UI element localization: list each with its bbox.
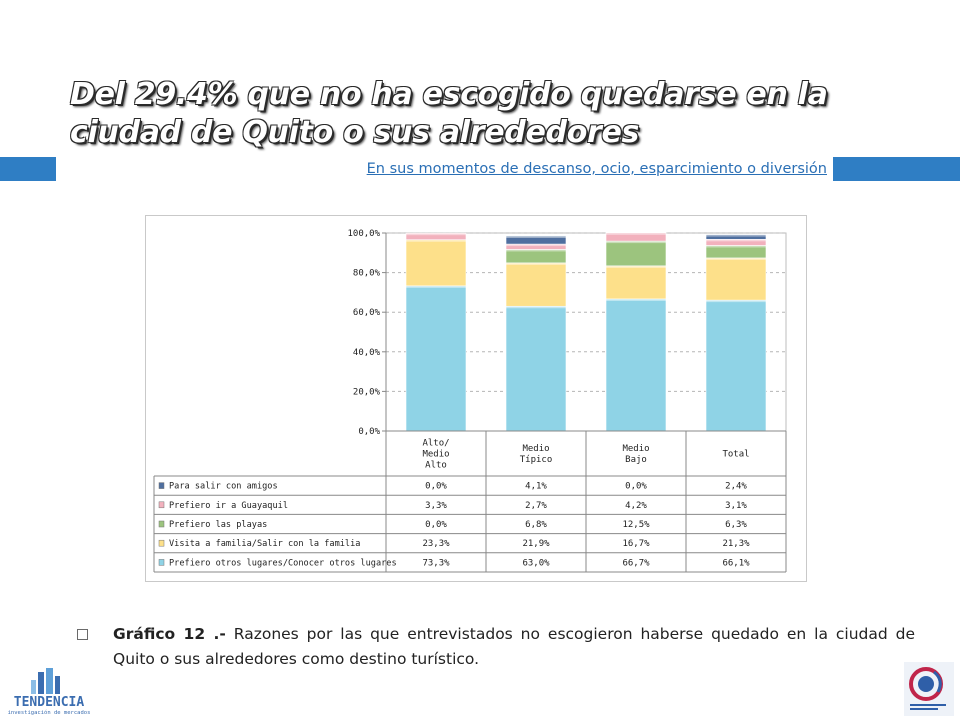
bar-segment <box>605 298 667 432</box>
data-label: 23,3% <box>422 539 450 549</box>
y-tick-label: 100,0% <box>347 229 380 239</box>
data-label: 3,1% <box>725 501 747 511</box>
bar-segment <box>505 262 567 307</box>
data-label: 6,3% <box>725 520 747 530</box>
data-label: 3,3% <box>425 501 447 511</box>
bar-highlight <box>406 285 466 288</box>
figure-caption: Gráfico 12 .- Razones por las que entrev… <box>75 622 915 672</box>
data-label: 0,0% <box>425 482 447 492</box>
category-label: Bajo <box>625 455 647 465</box>
data-label: 6,8% <box>525 520 547 530</box>
y-tick-label: 20,0% <box>353 387 381 397</box>
legend-label: Visita a familia/Salir con la familia <box>169 539 360 549</box>
chart-frame: 0,0% 20,0% 40,0% 60,0% 80,0% 100,0% Alto/Medi… <box>145 215 807 582</box>
data-label: 2,4% <box>725 482 747 492</box>
bar-highlight <box>706 239 766 242</box>
legend-label: Prefiero ir a Guayaquil <box>169 501 288 511</box>
bar-highlight <box>706 300 766 303</box>
data-label: 0,0% <box>425 520 447 530</box>
accent-bar-left <box>0 157 56 181</box>
data-label: 16,7% <box>622 539 650 549</box>
stacked-bar-chart: 0,0% 20,0% 40,0% 60,0% 80,0% 100,0% Alto/Medi… <box>153 229 787 573</box>
y-tick-label: 60,0% <box>353 308 381 318</box>
data-label: 2,7% <box>525 501 547 511</box>
category-label: Medio <box>522 444 549 454</box>
bar-segment <box>405 239 467 287</box>
y-tick-label: 80,0% <box>353 269 381 279</box>
bar-segment <box>505 235 567 245</box>
data-label: 73,3% <box>422 558 450 568</box>
bar-highlight <box>606 298 666 301</box>
category-label: Alto/ <box>422 439 449 449</box>
y-tick-label: 40,0% <box>353 348 381 358</box>
category-label: Típico <box>520 455 553 465</box>
y-tick-label: 0,0% <box>358 427 380 437</box>
tendencia-logo: TENDENCIA investigación de mercados <box>4 668 94 718</box>
logo-subtext: investigación de mercados <box>8 709 91 716</box>
bar-segment <box>605 240 667 267</box>
data-label: 4,2% <box>625 501 647 511</box>
data-label: 0,0% <box>625 482 647 492</box>
data-label: 21,3% <box>722 539 750 549</box>
bullet-icon <box>77 629 88 640</box>
bar-segment <box>505 249 567 264</box>
bar-highlight <box>706 245 766 248</box>
category-label: Alto <box>425 461 447 471</box>
bar-segment <box>405 232 467 241</box>
bar-highlight <box>506 249 566 252</box>
bar-segment <box>705 234 767 240</box>
caption-text: Razones por las que entrevistados no esc… <box>113 625 915 668</box>
bar-segment <box>605 232 667 242</box>
bar-segment <box>505 305 567 432</box>
data-label: 66,7% <box>622 558 650 568</box>
slide-title: Del 29.4% que no ha escogido quedarse en… <box>70 77 828 150</box>
legend-swatch <box>158 501 165 509</box>
legend-label: Prefiero otros lugares/Conocer otros lug… <box>169 558 397 568</box>
slide-subtitle: En sus momentos de descanso, ocio, espar… <box>63 157 833 181</box>
category-label: Medio <box>622 444 649 454</box>
bar-highlight <box>506 262 566 265</box>
bar-segment <box>405 285 467 432</box>
bar-highlight <box>706 257 766 260</box>
caption-label: Gráfico 12 .- <box>113 625 226 643</box>
bar-highlight <box>406 233 466 236</box>
legend-swatch <box>158 520 165 528</box>
bar-segment <box>705 299 767 432</box>
logo-text: TENDENCIA <box>14 695 85 710</box>
data-label: 4,1% <box>525 482 547 492</box>
data-label: 66,1% <box>722 558 750 568</box>
bar-highlight <box>706 234 766 237</box>
legend-label: Prefiero las playas <box>169 520 267 530</box>
bar-highlight <box>506 244 566 247</box>
bar-highlight <box>406 239 466 242</box>
data-label: 12,5% <box>622 520 650 530</box>
data-label: 21,9% <box>522 539 550 549</box>
bar-highlight <box>606 232 666 235</box>
legend-swatch <box>158 559 165 566</box>
bar-highlight <box>506 235 566 238</box>
legend-label: Para salir con amigos <box>169 482 278 492</box>
bar-segment <box>705 257 767 301</box>
bar-highlight <box>606 265 666 268</box>
bar-highlight <box>606 241 666 244</box>
category-label: Total <box>722 450 749 460</box>
legend-swatch <box>158 539 165 547</box>
legend-swatch <box>158 482 165 489</box>
data-label: 63,0% <box>522 558 550 568</box>
quito-turismo-logo <box>904 662 954 716</box>
category-label: Medio <box>422 450 449 460</box>
bar-highlight <box>506 306 566 309</box>
bar-segment <box>605 265 667 300</box>
